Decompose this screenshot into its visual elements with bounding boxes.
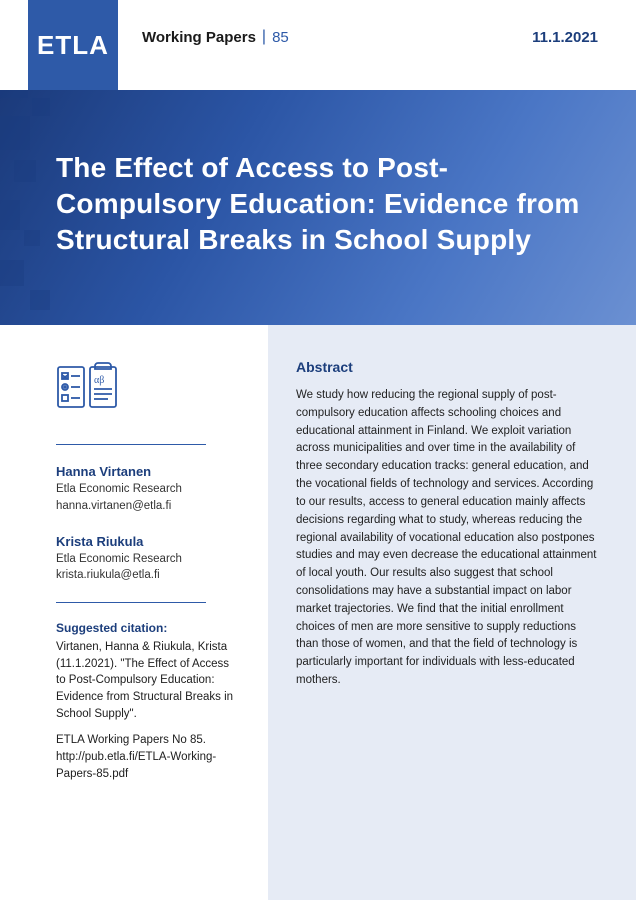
citation-body: Virtanen, Hanna & Riukula, Krista (11.1.… [56,639,240,782]
paper-title: The Effect of Access to Post-Compulsory … [56,150,598,257]
citation-label: Suggested citation: [56,621,240,635]
left-column: αβ Hanna Virtanen Etla Economic Research… [0,325,268,900]
brand-logo-text: ETLA [37,30,109,61]
divider [56,602,206,603]
author-email: krista.riukula@etla.fi [56,567,240,584]
citation-url: http://pub.etla.fi/ETLA-Working-Papers-8… [56,751,216,780]
document-form-icon: αβ [56,359,240,420]
brand-logo: ETLA [28,0,118,90]
author-email: hanna.virtanen@etla.fi [56,498,240,515]
series-number: 85 [272,29,289,46]
publication-date: 11.1.2021 [532,29,598,46]
author-name: Hanna Virtanen [56,463,240,481]
author-affiliation: Etla Economic Research [56,481,240,498]
series-line: Working Papers | 85 11.1.2021 [142,28,598,46]
abstract-body: We study how reducing the regional suppl… [296,387,598,690]
series-label: Working Papers [142,29,256,46]
citation-series-line: ETLA Working Papers No 85. [56,734,206,746]
series-separator: | [262,28,266,46]
author-name: Krista Riukula [56,533,240,551]
author-affiliation: Etla Economic Research [56,551,240,568]
hero-banner: The Effect of Access to Post-Compulsory … [0,90,636,325]
author-block: Krista Riukula Etla Economic Research kr… [56,533,240,585]
abstract-heading: Abstract [296,359,598,375]
svg-text:αβ: αβ [94,375,104,386]
body-area: αβ Hanna Virtanen Etla Economic Research… [0,325,636,900]
right-column: Abstract We study how reducing the regio… [268,325,636,900]
author-block: Hanna Virtanen Etla Economic Research ha… [56,463,240,515]
divider [56,444,206,445]
citation-text: Virtanen, Hanna & Riukula, Krista (11.1.… [56,639,240,722]
